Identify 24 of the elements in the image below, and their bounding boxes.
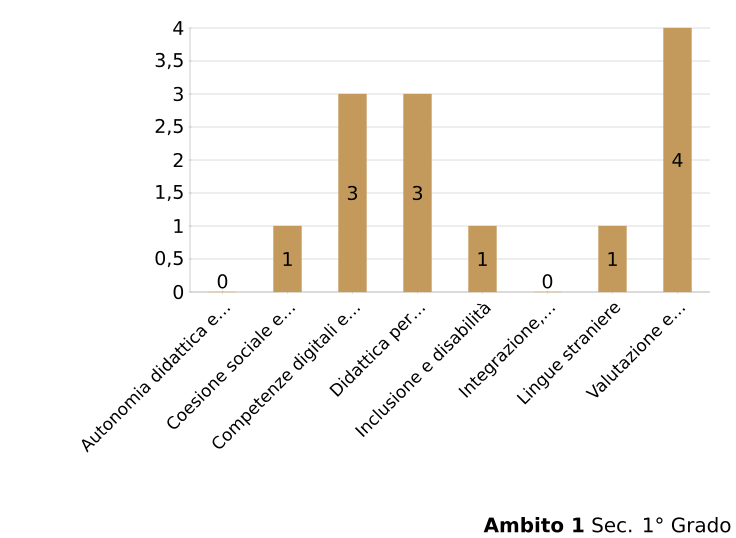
bar	[338, 94, 367, 292]
y-tick-label: 3	[174, 86, 183, 102]
y-tick-label: 1,5	[156, 185, 183, 202]
y-tick-label: 3,5	[156, 52, 183, 70]
data-label: 3	[412, 186, 422, 200]
y-tick-label: 2,5	[156, 118, 183, 136]
bar	[598, 226, 627, 292]
data-label: 4	[672, 153, 682, 167]
text: Ambito 1 Sec. 1° Grado	[484, 517, 730, 532]
data-label: 0	[218, 274, 228, 288]
bar	[403, 94, 432, 292]
y-tick-label: 0,5	[156, 250, 183, 268]
y-tick-label: 0	[174, 284, 184, 300]
y-tick-label: 2	[174, 152, 182, 168]
data-label: 0	[542, 274, 552, 288]
data-label: 1	[478, 252, 487, 266]
data-label: 3	[348, 186, 358, 200]
bar	[273, 226, 302, 292]
y-tick-label: 1	[174, 219, 183, 233]
data-label: 1	[284, 252, 292, 266]
data-label: 1	[608, 252, 617, 266]
bar	[663, 28, 692, 292]
y-tick-label: 4	[173, 21, 184, 35]
bar	[468, 226, 497, 292]
